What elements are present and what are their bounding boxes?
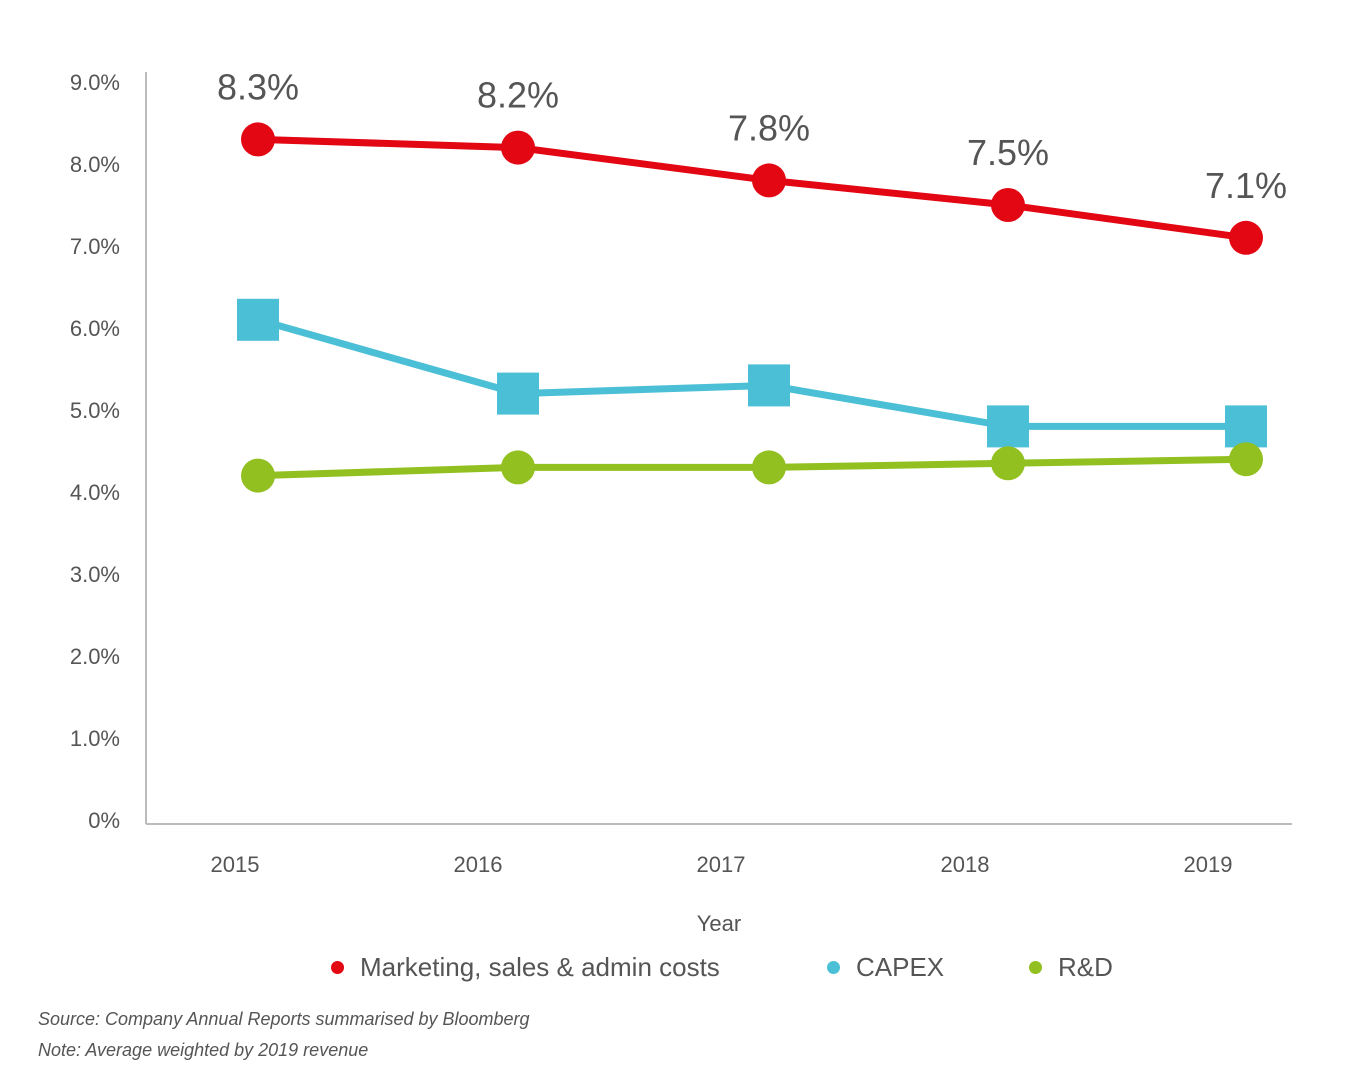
legend-label: Marketing, sales & admin costs (360, 952, 720, 982)
x-tick-label: 2015 (211, 852, 260, 877)
data-point (748, 364, 790, 407)
data-point (987, 405, 1029, 448)
data-point (241, 122, 275, 157)
legend: Marketing, sales & admin costs CAPEX R&D (0, 952, 1346, 986)
line-chart: 0% 1.0% 2.0% 3.0% 4.0% 5.0% 6.0% 7.0% 8.0% 9.0% 2… (70, 66, 1292, 936)
x-axis-title: Year (697, 911, 741, 936)
legend-marker-icon (827, 961, 840, 974)
legend-marker-icon (1029, 961, 1042, 974)
data-label: 8.3% (217, 66, 299, 107)
data-point (237, 298, 279, 341)
x-tick-label: 2018 (941, 852, 990, 877)
y-tick-label: 9.0% (70, 70, 120, 95)
y-tick-label: 6.0% (70, 316, 120, 341)
series-1 (237, 298, 1267, 448)
legend-label: CAPEX (856, 952, 945, 982)
y-tick-label: 2.0% (70, 644, 120, 669)
data-label: 7.1% (1205, 165, 1287, 206)
data-point (1229, 220, 1263, 255)
y-tick-label: 0% (88, 808, 120, 833)
legend-item-marketing: Marketing, sales & admin costs (331, 952, 720, 983)
data-point (752, 163, 786, 198)
data-point (1225, 405, 1267, 448)
legend-marker-icon (331, 961, 344, 974)
series-0: 8.3% 8.2% 7.8% 7.5% 7.1% (217, 66, 1287, 255)
data-point (241, 458, 275, 493)
source-note: Source: Company Annual Reports summarise… (38, 1009, 530, 1029)
data-point (991, 188, 1025, 222)
data-point (991, 446, 1025, 481)
data-point (501, 450, 535, 485)
x-tick-label: 2017 (697, 852, 746, 877)
series-2 (241, 442, 1263, 493)
y-tick-label: 5.0% (70, 398, 120, 423)
data-point (501, 130, 535, 165)
x-tick-label: 2016 (454, 852, 503, 877)
legend-item-capex: CAPEX (827, 952, 944, 983)
x-tick-label: 2019 (1184, 852, 1233, 877)
y-tick-label: 4.0% (70, 480, 120, 505)
data-label: 7.5% (967, 132, 1049, 173)
y-tick-label: 8.0% (70, 152, 120, 177)
data-point (752, 450, 786, 485)
data-point (497, 372, 539, 415)
y-tick-label: 1.0% (70, 726, 120, 751)
y-tick-label: 7.0% (70, 234, 120, 259)
y-tick-label: 3.0% (70, 562, 120, 587)
weighting-note: Note: Average weighted by 2019 revenue (38, 1040, 369, 1060)
legend-item-rd: R&D (1029, 952, 1113, 983)
legend-label: R&D (1058, 952, 1113, 982)
data-point (1229, 442, 1263, 477)
data-label: 8.2% (477, 75, 559, 116)
data-label: 7.8% (728, 107, 810, 148)
series-line (257, 135, 1247, 242)
